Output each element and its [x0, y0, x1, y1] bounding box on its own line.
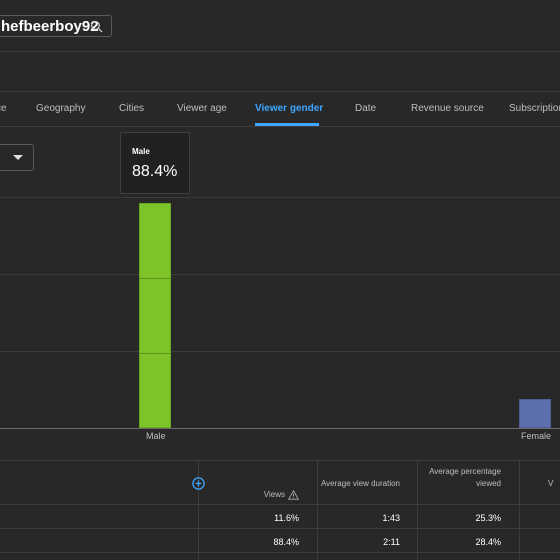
row-divider: [0, 504, 560, 505]
bar-segment-line: [140, 352, 170, 354]
gridline: [0, 274, 560, 275]
gridline: [0, 351, 560, 352]
row-divider: [0, 552, 560, 553]
x-tick-label-female: Female: [521, 431, 552, 441]
gridline: [0, 197, 560, 198]
tabs-top-divider: [0, 91, 560, 92]
column-header-views[interactable]: Views: [205, 489, 285, 501]
column-divider: [519, 460, 520, 560]
x-tick-label-male: Male: [146, 431, 166, 441]
tab-subscription[interactable]: Subscription: [509, 103, 560, 114]
bar-segment-line: [140, 278, 170, 280]
report-tabs: ce Geography Cities Viewer age Viewer ge…: [0, 92, 560, 126]
column-header-avg-percentage-viewed[interactable]: Average percentage viewed: [429, 467, 501, 488]
tab-cities[interactable]: Cities: [119, 103, 145, 114]
column-divider: [417, 460, 418, 560]
cell-male-avg-view-duration: 2:11: [383, 537, 400, 547]
active-tab-indicator: [255, 123, 319, 126]
chart-tooltip: Male 88.4%: [120, 132, 190, 194]
bar-female[interactable]: [519, 398, 551, 428]
column-header-overflow: V: [548, 479, 554, 488]
chevron-down-icon: [13, 155, 23, 160]
column-header-avg-view-duration[interactable]: Average view duration: [320, 479, 400, 488]
tooltip-value: 88.4%: [132, 163, 178, 180]
tab-date[interactable]: Date: [355, 103, 377, 114]
search-icon[interactable]: [90, 20, 104, 34]
studio-header: hefbeerboy92: [0, 0, 560, 52]
column-divider: [317, 460, 318, 560]
column-header-views-label: Views: [263, 490, 285, 499]
row-divider: [0, 528, 560, 529]
tooltip-label: Male: [132, 147, 150, 156]
metric-dropdown[interactable]: [0, 144, 34, 171]
bar-male[interactable]: [139, 203, 171, 428]
cell-female-avg-percentage-viewed: 25.3%: [475, 513, 501, 523]
cell-male-views: 88.4%: [273, 537, 299, 547]
header-divider: [0, 51, 560, 52]
tab-audience[interactable]: ce: [0, 103, 7, 114]
tab-revenue-source[interactable]: Revenue source: [411, 103, 484, 114]
warning-icon: [288, 490, 299, 500]
cell-female-views: 11.6%: [274, 513, 299, 523]
tabs-bottom-divider: [0, 126, 560, 127]
tab-viewer-gender[interactable]: Viewer gender: [255, 103, 324, 114]
x-axis-line: [0, 428, 560, 429]
metrics-table: Views Average view duration Average perc…: [0, 460, 560, 560]
gender-bar-chart: Male Female: [0, 197, 560, 447]
cell-male-avg-percentage-viewed: 28.4%: [475, 537, 501, 547]
table-top-divider: [0, 460, 560, 461]
channel-name: hefbeerboy92: [1, 17, 99, 35]
tab-viewer-age[interactable]: Viewer age: [177, 103, 227, 114]
channel-search-box[interactable]: hefbeerboy92: [0, 15, 112, 37]
cell-female-avg-view-duration: 1:43: [382, 513, 400, 523]
tab-geography[interactable]: Geography: [36, 103, 86, 114]
column-divider: [198, 460, 199, 560]
add-metric-icon[interactable]: [192, 477, 205, 490]
